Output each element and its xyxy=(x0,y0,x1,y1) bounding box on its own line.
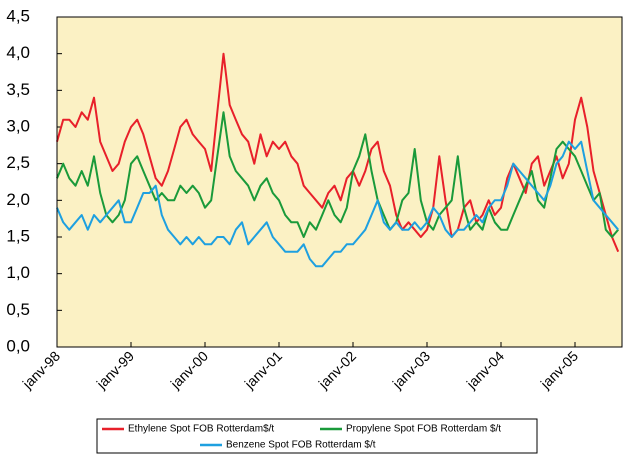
x-tick-label: janv-01 xyxy=(241,348,286,393)
y-tick-label: 3,0 xyxy=(6,116,30,135)
x-tick-label: janv-99 xyxy=(93,348,138,393)
y-tick-label: 0,5 xyxy=(6,300,30,319)
legend-label: Benzene Spot FOB Rotterdam $/t xyxy=(226,440,376,451)
x-tick-label: janv-02 xyxy=(315,348,360,393)
y-tick-label: 0,0 xyxy=(6,336,30,355)
plot-area xyxy=(57,17,622,347)
y-tick-label: 1,0 xyxy=(6,263,30,282)
y-tick-label: 2,0 xyxy=(6,190,30,209)
x-tick-label: janv-03 xyxy=(389,348,434,393)
y-tick-label: 4,5 xyxy=(6,6,30,25)
plot-border xyxy=(56,16,623,348)
series-line xyxy=(56,111,619,238)
y-tick-label: 4,0 xyxy=(6,43,30,62)
y-tick-label: 1,5 xyxy=(6,226,30,245)
series-line xyxy=(56,140,619,268)
x-tick-label: janv-00 xyxy=(167,348,212,393)
legend-box xyxy=(96,418,538,454)
legend-label: Ethylene Spot FOB Rotterdam$/t xyxy=(128,424,274,435)
legend-label: Propylene Spot FOB Rotterdam $/t xyxy=(346,424,501,435)
y-tick-label: 2,5 xyxy=(6,153,30,172)
x-tick-label: janv-05 xyxy=(537,348,582,393)
y-tick-label: 3,5 xyxy=(6,80,30,99)
x-tick-label: janv-04 xyxy=(463,348,508,393)
